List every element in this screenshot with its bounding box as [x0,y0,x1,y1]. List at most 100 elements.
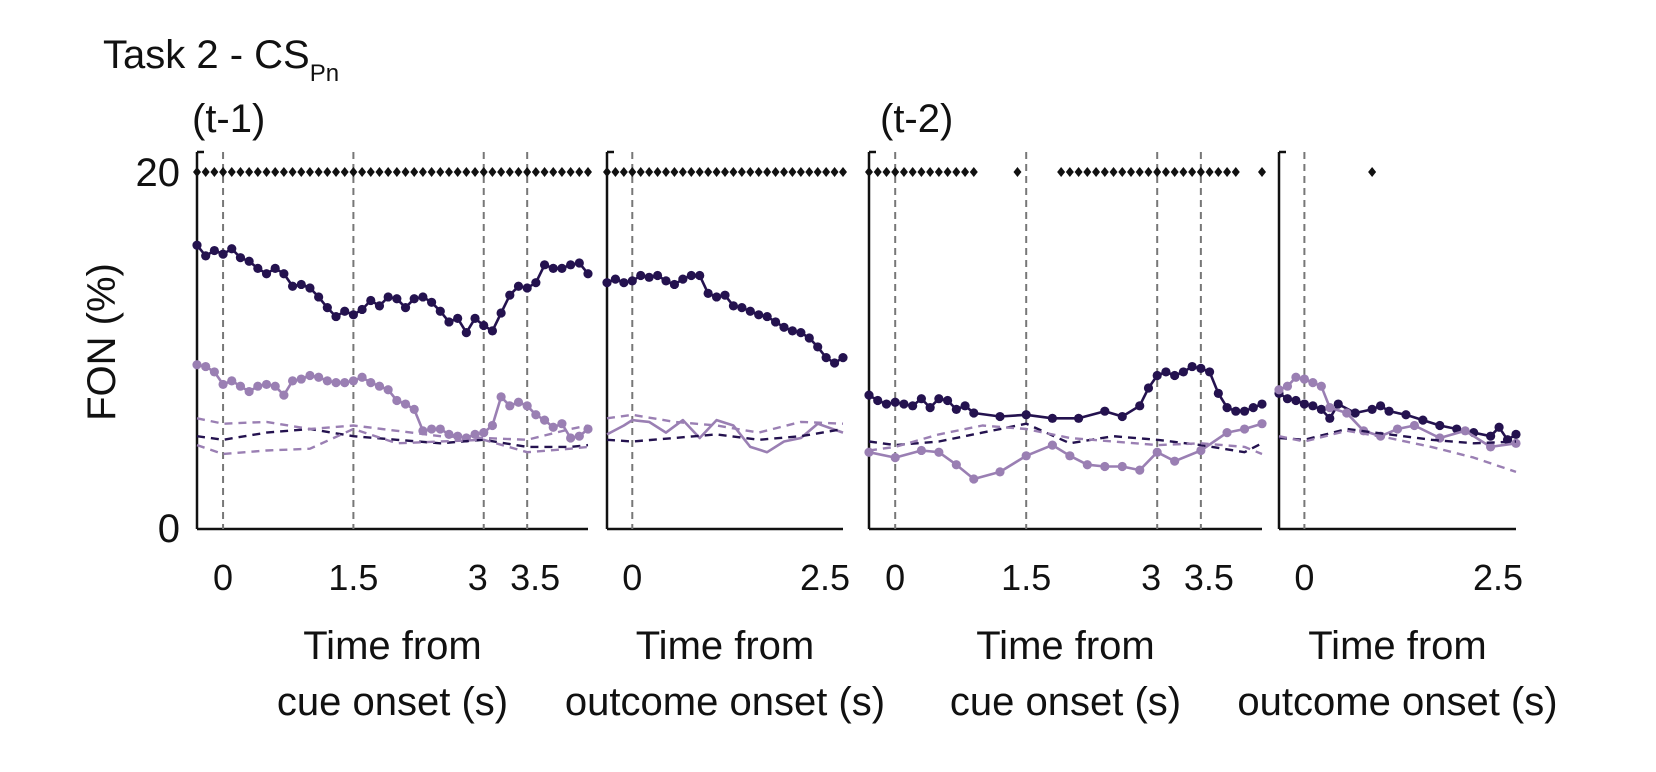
x-axis-label-line2: outcome onset (s) [1237,680,1557,724]
significance-marker [401,167,410,177]
series-point [479,320,489,331]
significance-marker [584,167,592,177]
y-axis-label: FON (%) [80,263,124,421]
series-point [695,270,705,281]
significance-marker [288,167,297,177]
series-point [513,397,524,407]
series-point [1350,408,1360,418]
series-point [487,420,498,431]
series-point [322,303,332,313]
y-tick-label-20: 20 [136,151,181,195]
series-point [409,294,419,304]
x-axis-label-line2: cue onset (s) [277,680,508,724]
significance-marker [453,167,462,177]
significance-marker [410,167,419,177]
significance-marker [687,167,696,177]
series-point [392,395,402,406]
significance-marker [323,167,332,177]
series-point [1222,403,1232,413]
significance-marker [497,167,506,177]
series-point [209,367,219,377]
series-line-1 [606,274,844,365]
series-point [296,279,306,290]
series-point [745,306,755,316]
significance-marker [279,167,288,177]
series-line-4 [1278,429,1517,474]
significance-marker [619,167,628,177]
series-point [890,453,900,463]
significance-marker [830,167,839,177]
series-point [557,263,567,273]
significance-marker [436,167,445,177]
significance-marker [540,167,549,177]
significance-marker [969,167,978,177]
series-point [969,474,979,484]
series-point [357,372,367,382]
series-point [270,263,280,273]
series-point [813,342,823,352]
series-point [531,278,541,288]
series-point [1248,403,1258,413]
significance-marker [653,167,662,177]
x-tick-label: 3 [1141,557,1161,598]
significance-marker [1205,167,1214,177]
significance-marker [1161,167,1170,177]
series-point [1074,413,1084,423]
panel-4: 0 2.5 Time from outcome onset (s) [1237,150,1558,724]
series-point [287,376,298,386]
significance-marker [566,167,575,177]
series-point [619,278,629,288]
significance-marker [611,167,620,177]
significance-marker [1057,167,1066,177]
series-point [969,408,979,418]
series-point [331,378,341,388]
group-label-t2: (t-2) [880,97,953,141]
series-point [1047,413,1057,423]
series-point [1494,422,1504,432]
series-point [392,294,402,304]
group-label-t1: (t-1) [192,97,265,141]
x-tick-label: 3.5 [510,557,560,598]
significance-marker [1127,167,1135,177]
series-point [1100,406,1110,416]
series-point [409,404,419,415]
series-point [522,283,532,293]
significance-marker [873,167,882,177]
series-point [1367,404,1377,415]
series-point [610,274,621,284]
series-point [513,281,524,291]
series-point [305,283,315,293]
series-point [479,428,489,438]
significance-marker [780,167,788,177]
series-point [435,306,445,316]
significance-marker [262,167,271,177]
series-point [951,404,961,415]
series-point [305,370,315,381]
series-point [244,256,254,266]
significance-marker [236,167,245,177]
panel-3: 0 1.5 3 3.5 Time from cue onset (s) [864,150,1267,724]
significance-marker [882,167,891,177]
significance-marker [340,167,349,177]
significance-marker [1258,167,1266,177]
series-point [1222,428,1232,438]
x-tick-label: 1.5 [328,557,378,598]
series-point [1282,394,1293,404]
significance-marker [822,167,831,177]
series-point [427,424,437,434]
series-point [227,244,237,254]
series-point [348,310,358,320]
significance-marker [943,167,952,177]
series-point [1486,442,1496,452]
significance-marker [271,167,280,177]
significance-marker [737,167,746,177]
series-point [192,240,202,250]
significance-marker [729,167,738,177]
significance-marker [1065,167,1074,177]
panel-1: 0 1.5 3 3.5 Time from cue onset (s) [192,150,593,724]
series-point [218,249,228,259]
series-point [1117,411,1127,422]
series-point [934,394,944,404]
significance-marker [1135,167,1144,177]
series-point [829,358,840,368]
